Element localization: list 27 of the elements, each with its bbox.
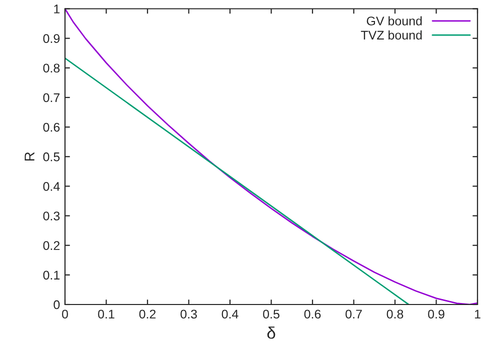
y-tick-label: 0.4 (43, 182, 60, 191)
x-tick-label: 0.3 (180, 310, 197, 319)
y-tick-label: 0.5 (43, 152, 60, 162)
x-tick-label: 0.8 (386, 310, 404, 319)
y-tick-label: 0.8 (43, 64, 60, 73)
y-axis-title: R (24, 152, 34, 160)
y-tick-label: 0 (54, 300, 60, 310)
x-tick-label: 0.5 (263, 310, 280, 319)
x-tick-label: 0.2 (139, 310, 156, 319)
y-tick-label: 0.2 (43, 241, 60, 250)
x-tick-label: 1 (474, 310, 480, 318)
y-tick-label: 0.3 (43, 212, 60, 220)
x-tick-label: 0.4 (222, 310, 238, 319)
legend-label: GV bound (366, 16, 422, 26)
x-tick-label: 0.7 (346, 310, 362, 319)
x-axis-title: δ (267, 326, 276, 339)
line-series (65, 8, 478, 304)
y-tick-label: 1 (54, 4, 60, 14)
x-tick-label: 0.1 (98, 310, 114, 319)
x-tick-label: 0.9 (428, 310, 444, 319)
y-tick-label: 0.6 (43, 122, 60, 132)
y-tick-label: 0.9 (43, 34, 60, 43)
x-tick-label: 0.6 (304, 310, 321, 319)
x-tick-label: 0 (62, 310, 68, 319)
y-tick-label: 0.7 (43, 93, 60, 102)
y-tick-label: 0.1 (43, 270, 60, 280)
legend-label: TVZ bound (360, 30, 422, 40)
